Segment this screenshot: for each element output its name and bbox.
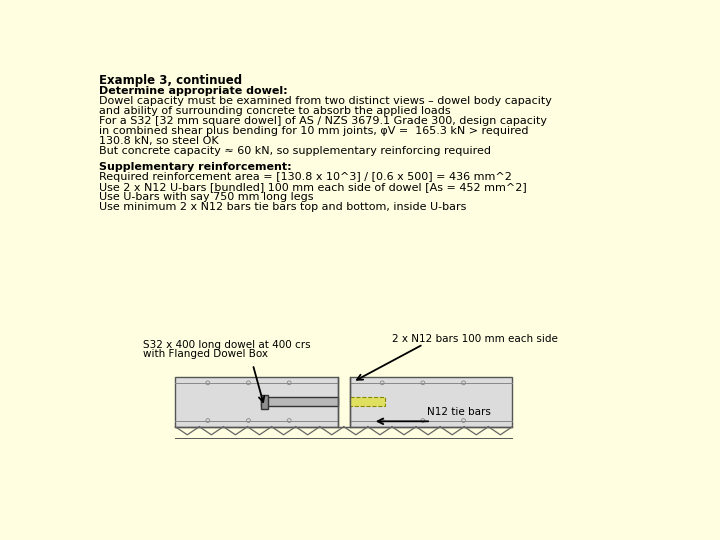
Text: Supplementary reinforcement:: Supplementary reinforcement: xyxy=(99,162,292,172)
Text: 130.8 kN, so steel OK: 130.8 kN, so steel OK xyxy=(99,136,219,146)
Text: with Flanged Dowel Box: with Flanged Dowel Box xyxy=(143,349,268,359)
Text: Dowel capacity must be examined from two distinct views – dowel body capacity: Dowel capacity must be examined from two… xyxy=(99,96,552,106)
Text: For a S32 [32 mm square dowel] of AS / NZS 3679.1 Grade 300, design capacity: For a S32 [32 mm square dowel] of AS / N… xyxy=(99,116,547,126)
Bar xyxy=(350,377,513,427)
Text: 2 x N12 bars 100 mm each side: 2 x N12 bars 100 mm each side xyxy=(392,334,558,343)
Text: Required reinforcement area = [130.8 x 10^3] / [0.6 x 500] = 436 mm^2: Required reinforcement area = [130.8 x 1… xyxy=(99,172,512,182)
Text: Example 3, continued: Example 3, continued xyxy=(99,74,243,87)
Text: Determine appropriate dowel:: Determine appropriate dowel: xyxy=(99,86,288,96)
Text: Use U-bars with say 750 mm long legs: Use U-bars with say 750 mm long legs xyxy=(99,192,314,202)
Text: N12 tie bars: N12 tie bars xyxy=(427,408,491,417)
Bar xyxy=(350,397,384,406)
Bar xyxy=(261,395,269,409)
Text: Use minimum 2 x N12 bars tie bars top and bottom, inside U-bars: Use minimum 2 x N12 bars tie bars top an… xyxy=(99,202,467,212)
Bar xyxy=(261,397,338,406)
Text: in combined shear plus bending for 10 mm joints, φV =  165.3 kN > required: in combined shear plus bending for 10 mm… xyxy=(99,126,528,136)
Text: But concrete capacity ≈ 60 kN, so supplementary reinforcing required: But concrete capacity ≈ 60 kN, so supple… xyxy=(99,146,491,156)
Bar xyxy=(175,377,338,427)
Text: S32 x 400 long dowel at 400 crs: S32 x 400 long dowel at 400 crs xyxy=(143,340,310,350)
Text: Use 2 x N12 U-bars [bundled] 100 mm each side of dowel [As = 452 mm^2]: Use 2 x N12 U-bars [bundled] 100 mm each… xyxy=(99,182,527,192)
Text: and ability of surrounding concrete to absorb the applied loads: and ability of surrounding concrete to a… xyxy=(99,106,451,116)
